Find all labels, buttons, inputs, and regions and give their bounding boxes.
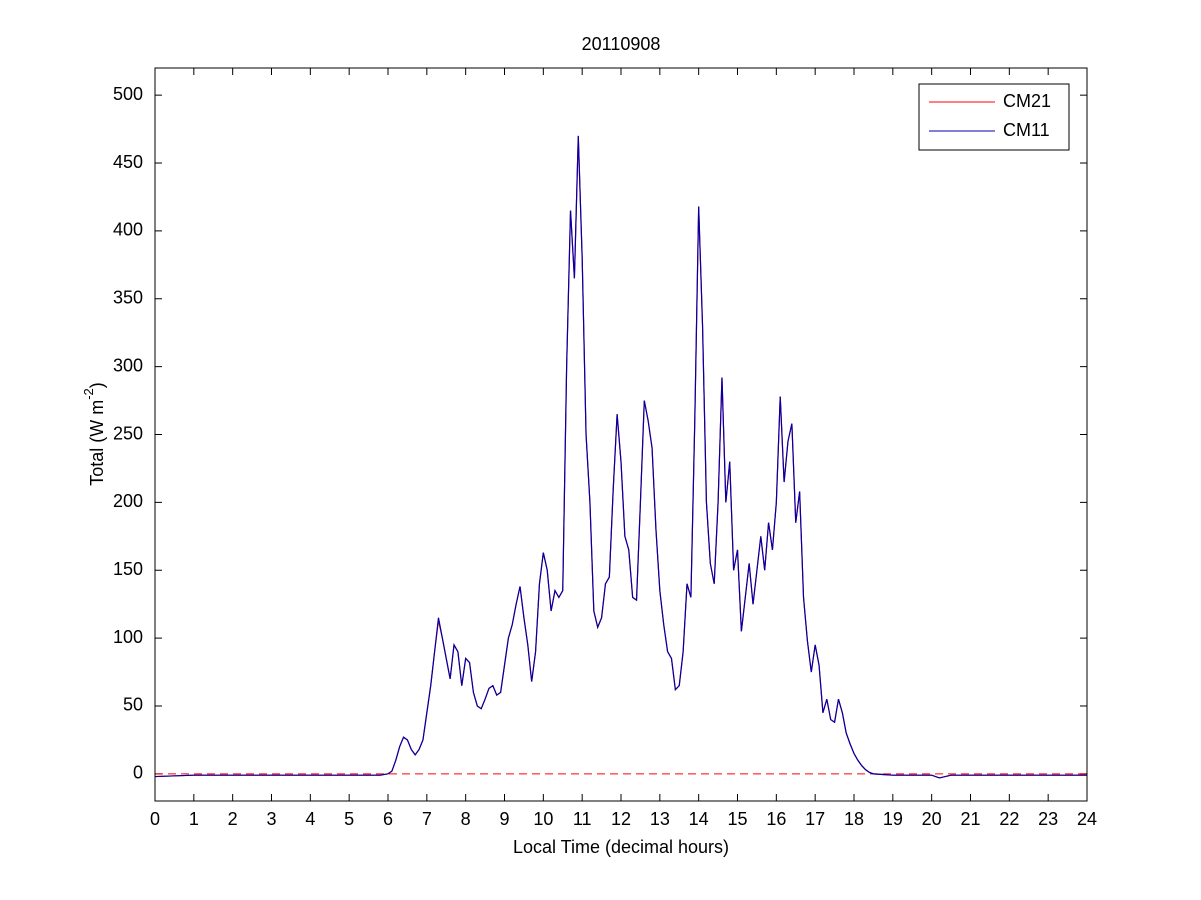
x-tick-label: 9 bbox=[499, 809, 509, 829]
x-tick-label: 4 bbox=[305, 809, 315, 829]
y-label-end: ) bbox=[87, 382, 107, 388]
x-tick-label: 11 bbox=[573, 809, 592, 829]
y-tick-label: 500 bbox=[113, 84, 143, 104]
x-tick-label: 8 bbox=[461, 809, 471, 829]
x-tick-label: 19 bbox=[883, 809, 903, 829]
x-tick-label: 7 bbox=[422, 809, 432, 829]
legend: CM21 CM11 bbox=[918, 83, 1070, 151]
plot-frame bbox=[154, 67, 1088, 802]
y-tick-label: 450 bbox=[113, 152, 143, 172]
x-tick-label: 12 bbox=[611, 809, 631, 829]
y-label-text: Total (W m bbox=[87, 400, 107, 486]
legend-box bbox=[918, 83, 1070, 151]
x-tick-label: 23 bbox=[1038, 809, 1058, 829]
y-tick-label: 200 bbox=[113, 491, 143, 511]
x-tick-label: 17 bbox=[805, 809, 825, 829]
legend-label: CM11 bbox=[1003, 120, 1050, 140]
legend-label: CM21 bbox=[1003, 91, 1051, 111]
x-axis-label: Local Time (decimal hours) bbox=[513, 837, 729, 857]
x-tick-label: 6 bbox=[383, 809, 393, 829]
data-line bbox=[154, 135, 1087, 779]
x-tick-label: 1 bbox=[189, 809, 199, 829]
x-tick-label: 0 bbox=[150, 809, 160, 829]
x-tick-label: 2 bbox=[228, 809, 238, 829]
x-tick-label: 18 bbox=[844, 809, 864, 829]
chart-title: 20110908 bbox=[582, 34, 661, 54]
y-axis-label: Total (W m-2) bbox=[81, 382, 106, 486]
x-tick-label: 10 bbox=[533, 809, 553, 829]
y-tick-label: 250 bbox=[113, 423, 143, 443]
y-tick-label: 400 bbox=[113, 220, 143, 240]
y-tick-label: 300 bbox=[113, 355, 143, 375]
y-tick-label: 100 bbox=[113, 627, 143, 647]
x-tick-label: 24 bbox=[1077, 809, 1097, 829]
x-tick-label: 3 bbox=[266, 809, 276, 829]
x-tick-label: 14 bbox=[689, 809, 709, 829]
x-tick-label: 16 bbox=[766, 809, 786, 829]
y-tick-label: 350 bbox=[113, 288, 143, 308]
x-tick-label: 13 bbox=[650, 809, 670, 829]
x-tick-label: 5 bbox=[344, 809, 354, 829]
y-tick-label: 0 bbox=[133, 763, 143, 783]
x-tick-label: 15 bbox=[727, 809, 747, 829]
y-tick-label: 150 bbox=[113, 559, 143, 579]
x-tick-label: 21 bbox=[960, 809, 980, 829]
x-tick-label: 20 bbox=[922, 809, 942, 829]
y-label-sup: -2 bbox=[81, 388, 96, 400]
x-tick-label: 22 bbox=[999, 809, 1019, 829]
y-tick-label: 50 bbox=[123, 695, 143, 715]
